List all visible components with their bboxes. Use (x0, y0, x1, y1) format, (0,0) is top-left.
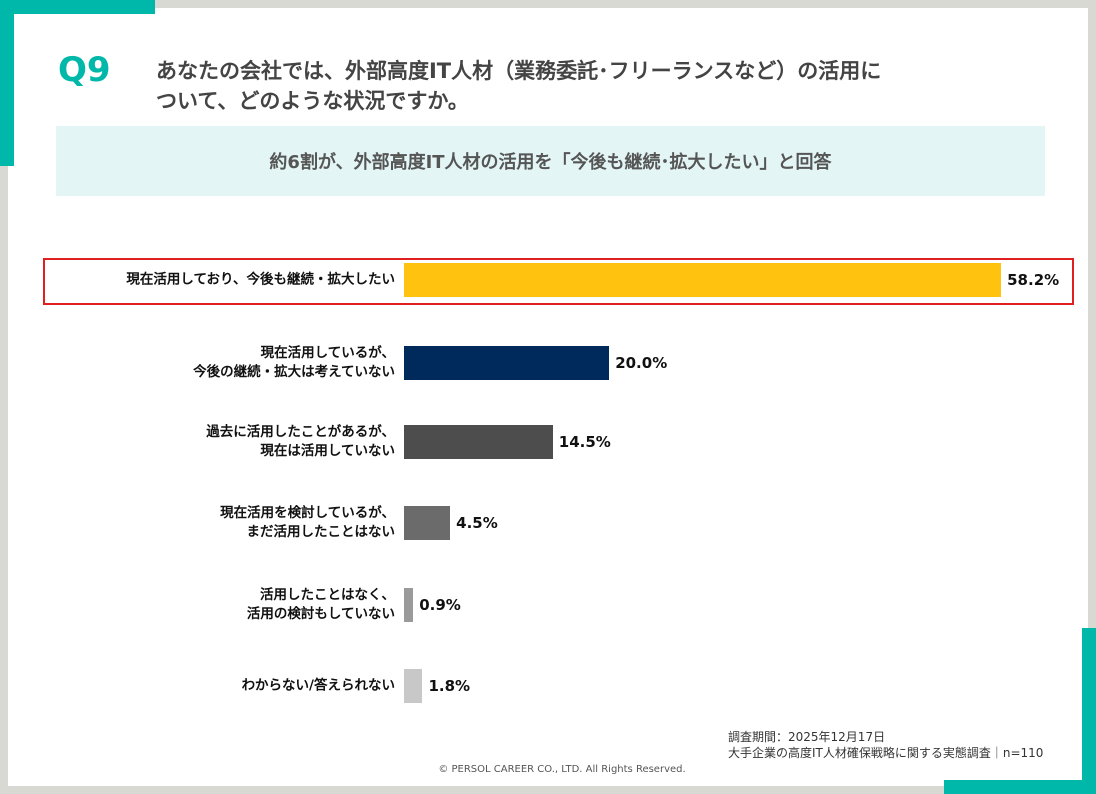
bar (404, 263, 1002, 297)
bar (404, 506, 451, 540)
highlight-box (43, 258, 1074, 305)
value-label: 14.5% (558, 433, 611, 451)
category-label: わからない/答えられない (241, 677, 395, 694)
category-label: 活用したことはなく、 活用の検討もしていない (246, 587, 395, 622)
question-text: あなたの会社では、外部高度IT人材（業務委託･フリーランスなど）の活用に ついて… (156, 59, 882, 113)
question-number: Q9 (58, 50, 111, 90)
accent (944, 780, 1096, 794)
accent (0, 0, 14, 166)
value-label: 58.2% (1007, 271, 1060, 289)
bar (404, 425, 553, 459)
value-label: 20.0% (615, 354, 668, 372)
value-label: 0.9% (419, 596, 461, 614)
bar (404, 346, 610, 380)
footnote-period: 調査期間：2025年12月17日 (728, 730, 886, 744)
accent (0, 0, 155, 14)
value-label: 4.5% (456, 514, 498, 532)
summary-banner: 約6割が、外部高度IT人材の活用を「今後も継続･拡大したい」と回答 (56, 126, 1045, 196)
accent (1082, 628, 1096, 794)
footnote-source: 大手企業の高度IT人材確保戦略に関する実態調査｜n=110 (728, 746, 1044, 760)
category-label: 現在活用を検討しているが、 まだ活用したことはない (220, 505, 395, 540)
copyright: © PERSOL CAREER CO., LTD. All Rights Res… (438, 764, 686, 775)
bar (404, 669, 423, 703)
category-label: 現在活用しており、今後も継続・拡大したい (126, 271, 395, 288)
category-label: 現在活用しているが、 今後の継続・拡大は考えていない (193, 345, 395, 380)
bar (404, 588, 414, 622)
value-label: 1.8% (428, 677, 471, 695)
category-label: 過去に活用したことがあるが、 現在は活用していない (206, 424, 395, 459)
